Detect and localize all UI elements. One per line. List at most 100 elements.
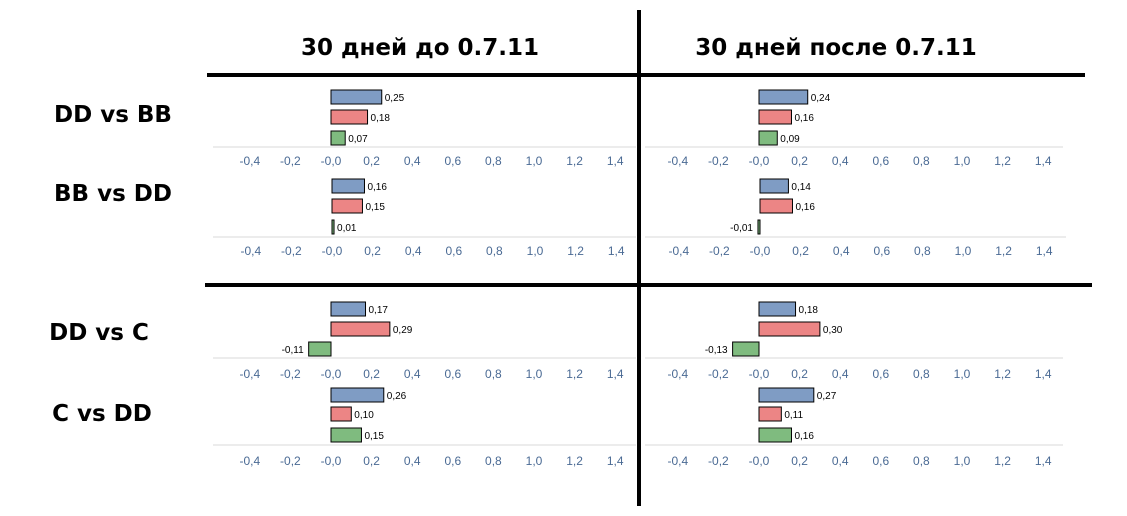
x-tick-label: 1,4 bbox=[607, 367, 624, 381]
bar-value-label: 0,01 bbox=[337, 223, 357, 234]
bar-value-label: -0,11 bbox=[282, 345, 304, 356]
x-tick-label: 0,2 bbox=[791, 367, 808, 381]
x-tick-label: 0,6 bbox=[872, 454, 889, 468]
x-tick-label: 0,6 bbox=[872, 367, 889, 381]
x-tick-label: 1,0 bbox=[526, 454, 543, 468]
x-tick-label: -0,2 bbox=[281, 244, 302, 258]
x-tick-label: 0,4 bbox=[833, 244, 850, 258]
bar-series-2 bbox=[330, 109, 369, 125]
bar-series-3 bbox=[757, 219, 761, 235]
x-tick-label: 0,4 bbox=[404, 454, 421, 468]
bar-series-3 bbox=[331, 219, 335, 235]
charts-layer: -0,4 -0,2 -0,0 0,2 0,4 0,6 0,8 1,0 1,2 1,4 0,25 0,1… bbox=[213, 89, 1066, 468]
bar-series-3 bbox=[732, 341, 760, 357]
bar-value-label: 0,18 bbox=[371, 113, 391, 124]
x-tick-label: 1,2 bbox=[566, 454, 583, 468]
x-tick-label: 1,2 bbox=[995, 244, 1012, 258]
bar-series-1 bbox=[330, 387, 385, 403]
x-tick-label: -0,2 bbox=[280, 154, 301, 168]
x-tick-label: 0,6 bbox=[872, 154, 889, 168]
x-tick-label: 0,8 bbox=[913, 154, 930, 168]
x-tick-label: 0,4 bbox=[832, 454, 849, 468]
bar-value-label: 0,16 bbox=[795, 202, 815, 213]
x-tick-label: 1,0 bbox=[954, 454, 971, 468]
bar-value-label: 0,30 bbox=[823, 325, 843, 336]
bar-value-label: 0,10 bbox=[354, 410, 374, 421]
x-tick-label: 1,0 bbox=[954, 367, 971, 381]
bar-value-label: 0,07 bbox=[348, 134, 368, 145]
x-tick-label: -0,0 bbox=[321, 367, 342, 381]
x-tick-label: 0,2 bbox=[792, 244, 809, 258]
bar-value-label: -0,01 bbox=[730, 223, 753, 234]
x-tick-label: -0,0 bbox=[321, 454, 342, 468]
row-label-dd-vs-c: DD vs C bbox=[49, 320, 149, 346]
row-label-bb-vs-dd: BB vs DD bbox=[54, 181, 172, 207]
bar-value-label: 0,09 bbox=[780, 134, 800, 145]
x-tick-label: -0,4 bbox=[667, 454, 688, 468]
x-tick-label: -0,0 bbox=[749, 154, 770, 168]
x-tick-label: 0,6 bbox=[444, 367, 461, 381]
bar-series-2 bbox=[758, 406, 782, 422]
x-tick-label: -0,4 bbox=[668, 244, 689, 258]
x-tick-label: -0,0 bbox=[321, 154, 342, 168]
bar-value-label: 0,15 bbox=[365, 202, 385, 213]
x-tick-label: 0,4 bbox=[832, 154, 849, 168]
bar-series-2 bbox=[330, 321, 391, 337]
x-tick-label: 0,2 bbox=[791, 454, 808, 468]
bar-value-label: 0,26 bbox=[387, 391, 407, 402]
x-tick-label: 0,2 bbox=[791, 154, 808, 168]
bar-value-label: 0,16 bbox=[794, 431, 814, 442]
bar-series-3 bbox=[330, 130, 346, 146]
x-tick-label: 0,8 bbox=[913, 367, 930, 381]
x-tick-label: -0,2 bbox=[709, 244, 730, 258]
bar-series-2 bbox=[330, 406, 352, 422]
bar-series-1 bbox=[758, 387, 815, 403]
x-tick-label: 1,4 bbox=[607, 454, 624, 468]
bar-value-label: 0,18 bbox=[799, 305, 819, 316]
x-tick-label: 0,4 bbox=[404, 154, 421, 168]
x-tick-label: 1,4 bbox=[1036, 244, 1053, 258]
x-tick-label: -0,4 bbox=[239, 154, 260, 168]
x-tick-label: 1,0 bbox=[526, 367, 543, 381]
bar-series-2 bbox=[758, 321, 821, 337]
x-tick-label: 0,8 bbox=[485, 454, 502, 468]
x-tick-label: 1,4 bbox=[1035, 454, 1052, 468]
bar-value-label: 0,25 bbox=[385, 93, 405, 104]
bar-series-1 bbox=[759, 178, 789, 194]
bar-series-1 bbox=[330, 89, 383, 105]
x-tick-label: 0,8 bbox=[485, 367, 502, 381]
x-tick-label: 0,2 bbox=[364, 244, 381, 258]
bar-value-label: 0,29 bbox=[393, 325, 413, 336]
x-tick-label: 1,2 bbox=[994, 154, 1011, 168]
x-tick-label: 1,0 bbox=[954, 154, 971, 168]
x-tick-label: 1,0 bbox=[955, 244, 972, 258]
bar-series-1 bbox=[758, 301, 797, 317]
bar-series-1 bbox=[331, 178, 365, 194]
x-tick-label: -0,4 bbox=[667, 367, 688, 381]
x-tick-label: -0,2 bbox=[708, 454, 729, 468]
bar-series-3 bbox=[758, 130, 778, 146]
bar-series-1 bbox=[330, 301, 367, 317]
bar-value-label: -0,13 bbox=[705, 345, 728, 356]
x-tick-label: 0,4 bbox=[405, 244, 422, 258]
x-tick-label: -0,0 bbox=[749, 367, 770, 381]
row-label-c-vs-dd: C vs DD bbox=[52, 401, 152, 427]
x-tick-label: 1,2 bbox=[994, 454, 1011, 468]
column-title-after: 30 дней после 0.7.11 bbox=[695, 35, 976, 61]
bar-series-2 bbox=[759, 198, 793, 214]
x-tick-label: 0,6 bbox=[444, 454, 461, 468]
bar-series-3 bbox=[308, 341, 332, 357]
x-tick-label: 1,4 bbox=[608, 244, 625, 258]
x-tick-label: 1,4 bbox=[1035, 154, 1052, 168]
x-tick-label: 1,2 bbox=[994, 367, 1011, 381]
bar-series-3 bbox=[758, 427, 792, 443]
x-tick-label: -0,2 bbox=[708, 367, 729, 381]
x-tick-label: -0,0 bbox=[750, 244, 771, 258]
x-tick-label: 0,6 bbox=[444, 154, 461, 168]
x-tick-label: -0,4 bbox=[667, 154, 688, 168]
x-tick-label: -0,4 bbox=[239, 367, 260, 381]
bar-series-2 bbox=[758, 109, 792, 125]
x-tick-label: 0,6 bbox=[873, 244, 890, 258]
bar-value-label: 0,15 bbox=[364, 431, 384, 442]
